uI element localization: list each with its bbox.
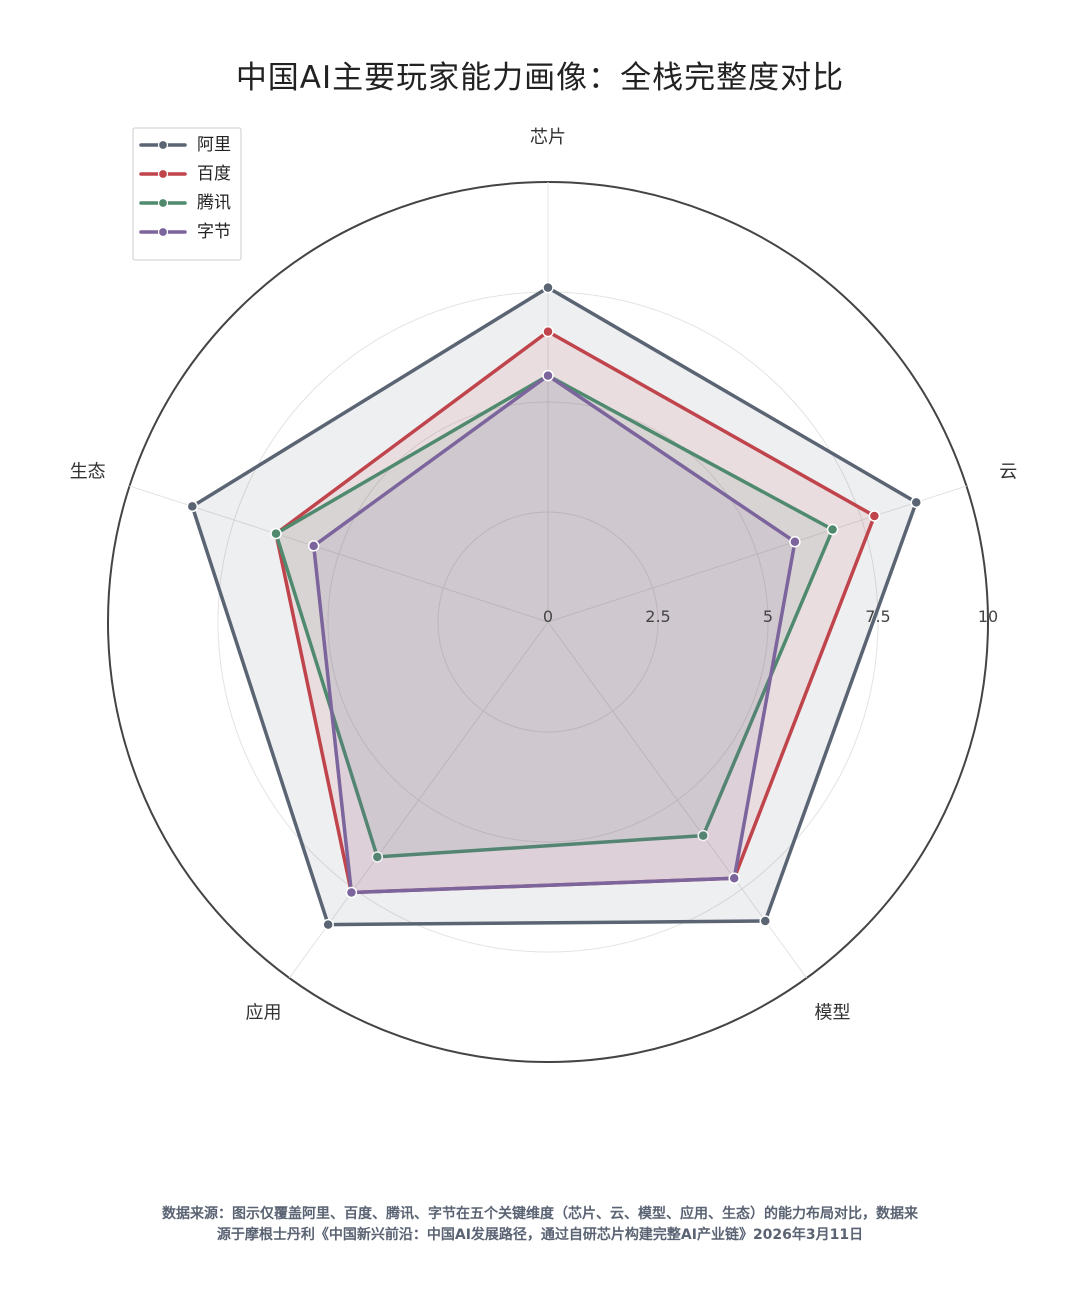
legend-item-2[interactable]: 腾讯 — [139, 193, 231, 213]
axis-spoke-4 — [129, 485, 549, 623]
series-polygon-3 — [311, 373, 797, 895]
data-point-2-4 — [270, 527, 282, 540]
legend-label-3: 字节 — [197, 222, 231, 242]
legend-marker-1 — [157, 168, 169, 180]
axis-label-2: 模型 — [814, 1003, 850, 1024]
series-3 — [307, 369, 801, 899]
axis-label-3: 应用 — [246, 1003, 282, 1024]
data-point-3-1 — [789, 536, 801, 548]
legend-label-1: 百度 — [197, 164, 231, 184]
legend-item-0[interactable]: 阿里 — [139, 135, 231, 155]
chart-title: 中国AI主要玩家能力画像：全栈完整度对比 — [235, 60, 845, 96]
data-point-2-1 — [826, 523, 839, 536]
legend-box — [132, 127, 242, 261]
data-point-1-0 — [542, 325, 554, 338]
legend-marker-0 — [157, 139, 169, 151]
r-tick-label-1: 2.5 — [645, 607, 670, 626]
legend-label-2: 腾讯 — [197, 193, 231, 213]
data-point-3-0 — [542, 369, 554, 382]
data-point-3-4 — [307, 540, 320, 552]
data-point-2-2 — [697, 829, 709, 842]
tick-label-layer: 0 2.5 5 7.5 10 — [543, 607, 998, 626]
legend-item-1[interactable]: 百度 — [139, 164, 231, 184]
series-polygon-0 — [190, 285, 918, 927]
legend-marker-3 — [157, 226, 169, 238]
series-0 — [186, 281, 922, 931]
legend-item-3[interactable]: 字节 — [139, 222, 231, 242]
data-point-3-3 — [345, 886, 358, 899]
legend-label-0: 阿里 — [197, 135, 231, 155]
data-point-0-4 — [186, 500, 199, 513]
axis-label-1: 云 — [999, 461, 1017, 482]
series-2 — [270, 369, 839, 863]
series-layer — [186, 281, 922, 931]
data-point-2-3 — [371, 851, 384, 863]
axis-spoke-3 — [288, 621, 549, 979]
r-tick-label-2: 5 — [763, 607, 773, 626]
data-point-0-2 — [759, 915, 771, 927]
r-tick-label-3: 7.5 — [865, 607, 890, 626]
axis-label-0: 芯片 — [530, 127, 566, 148]
legend-marker-2 — [157, 197, 169, 209]
axis-spoke-1 — [547, 485, 967, 623]
axis-label-4: 生态 — [70, 461, 106, 482]
source-footnote-line2: 源于摩根士丹利《中国新兴前沿：中国AI发展路径，通过自研芯片构建完整AI产业链》… — [216, 1227, 864, 1243]
r-tick-label-4: 10 — [978, 607, 998, 626]
source-footnote-line1: 数据来源：图示仅覆盖阿里、百度、腾讯、字节在五个关键维度（芯片、云、模型、应用、… — [162, 1206, 918, 1222]
r-tick-label-0: 0 — [543, 607, 553, 626]
source-footnote: 数据来源：图示仅覆盖阿里、百度、腾讯、字节在五个关键维度（芯片、云、模型、应用、… — [60, 1204, 1020, 1246]
series-polygon-2 — [274, 373, 835, 859]
data-point-3-2 — [728, 872, 740, 885]
data-point-1-1 — [868, 510, 881, 522]
data-point-0-3 — [322, 918, 334, 931]
data-point-0-1 — [910, 496, 922, 509]
data-point-0-0 — [542, 281, 554, 294]
